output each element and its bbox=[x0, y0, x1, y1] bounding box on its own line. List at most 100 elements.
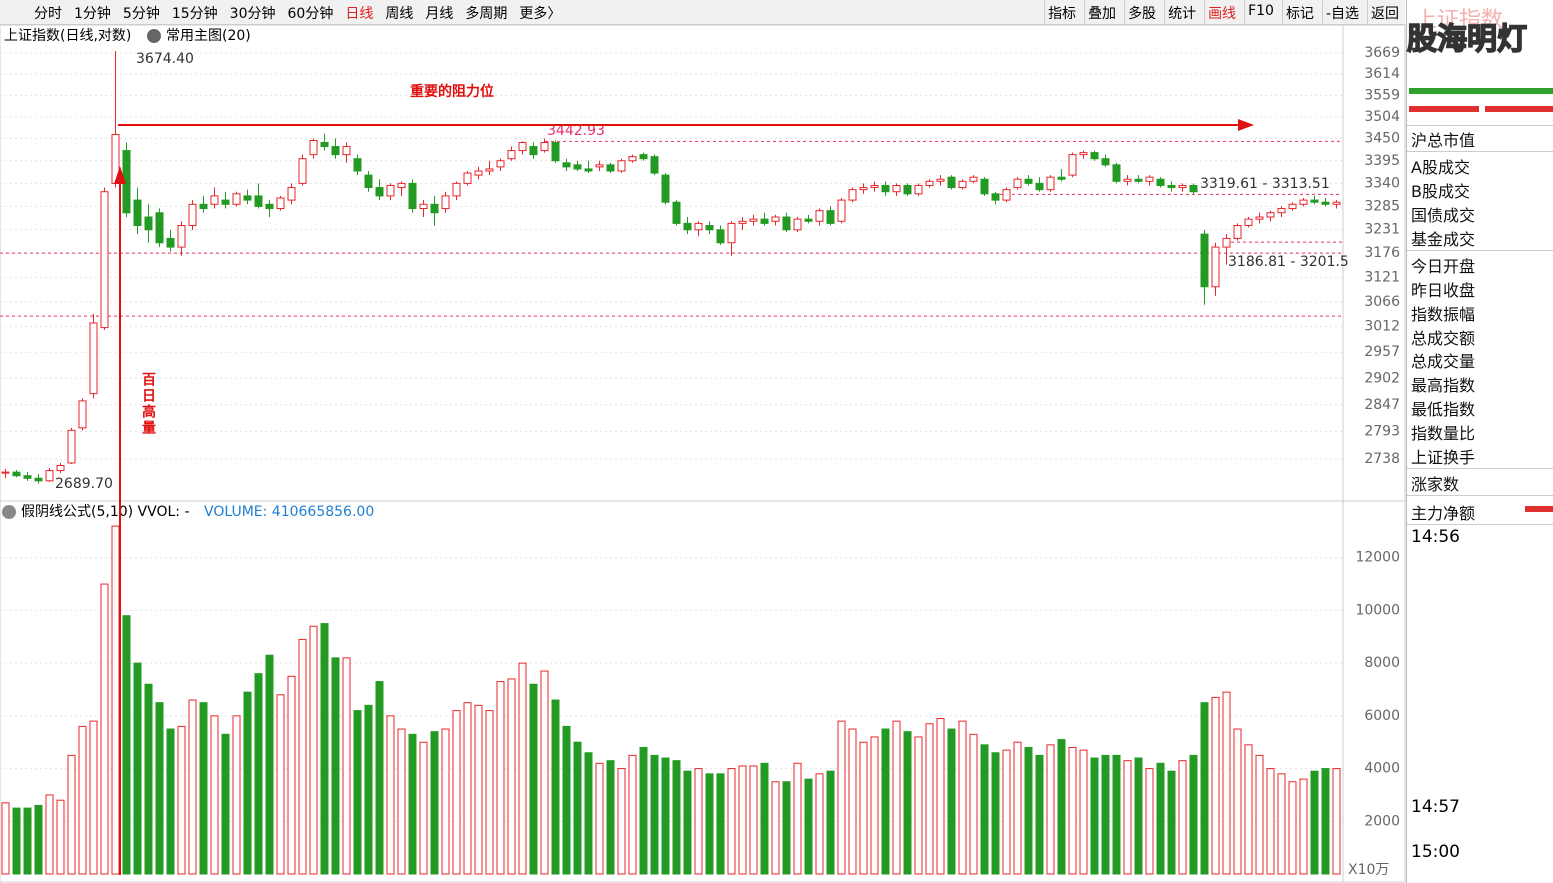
candle-body bbox=[1090, 152, 1099, 160]
volume-bar bbox=[331, 657, 340, 875]
tool-button[interactable]: 统计 bbox=[1168, 6, 1197, 22]
period-tab[interactable]: 月线 bbox=[425, 6, 454, 22]
candle-body bbox=[837, 199, 846, 222]
tool-button[interactable]: 叠加 bbox=[1088, 6, 1117, 22]
volume-bar bbox=[573, 741, 582, 875]
volume-bar bbox=[1112, 754, 1121, 875]
volume-bar bbox=[584, 752, 593, 875]
candle-body bbox=[496, 160, 505, 168]
volume-bar bbox=[111, 525, 120, 875]
candle-body bbox=[56, 464, 65, 472]
volume-bar bbox=[859, 741, 868, 875]
volume-bar bbox=[419, 741, 428, 875]
volume-bar bbox=[771, 781, 780, 875]
tool-button[interactable]: 标记 bbox=[1285, 6, 1314, 22]
candle-body bbox=[1310, 199, 1319, 203]
volume-bar bbox=[705, 773, 714, 875]
candle-body bbox=[265, 203, 274, 210]
volume-bar bbox=[485, 710, 494, 875]
tool-button[interactable]: -自选 bbox=[1325, 6, 1359, 22]
candle-body bbox=[34, 477, 43, 482]
candle-body bbox=[375, 187, 384, 197]
volume-bar bbox=[804, 778, 813, 875]
arrow-head bbox=[114, 166, 126, 184]
tool-button[interactable]: 多股 bbox=[1128, 6, 1157, 22]
candle-body bbox=[694, 222, 703, 231]
volume-bar bbox=[892, 720, 901, 875]
volume-bar bbox=[320, 623, 329, 875]
volume-bar bbox=[441, 728, 450, 875]
candle-body bbox=[320, 141, 329, 148]
period-tab[interactable]: 周线 bbox=[385, 6, 414, 22]
period-tab[interactable]: 1分钟 bbox=[74, 6, 111, 22]
period-tab[interactable]: 15分钟 bbox=[171, 6, 218, 22]
frame bbox=[0, 24, 1406, 883]
candle-body bbox=[1079, 152, 1088, 156]
candle-body bbox=[144, 216, 153, 231]
volume-bar bbox=[1046, 744, 1055, 875]
chart: 上证指数(日线,对数) 常用主图(20) 假阴线公式(5,10) VVOL: -… bbox=[0, 24, 1406, 883]
candle-body bbox=[1200, 233, 1209, 288]
separator bbox=[1407, 468, 1553, 469]
volume-bar bbox=[496, 681, 505, 875]
volume-bar bbox=[144, 683, 153, 875]
period-tab[interactable]: 60分钟 bbox=[287, 6, 334, 22]
period-tab[interactable]: 5分钟 bbox=[122, 6, 160, 22]
candle-body bbox=[914, 184, 923, 195]
tool-button[interactable]: 返回 bbox=[1371, 6, 1399, 22]
candle-body bbox=[386, 184, 395, 197]
y-tick-label: 3285 bbox=[1364, 198, 1400, 214]
annotation: 百日高量 bbox=[140, 372, 156, 436]
volume-bar bbox=[287, 675, 296, 875]
candle-body bbox=[639, 154, 648, 160]
volume-bar bbox=[1277, 773, 1286, 875]
volume-bar bbox=[1310, 770, 1319, 875]
period-tab[interactable]: 更多〉 bbox=[519, 6, 562, 22]
volume-bar bbox=[837, 720, 846, 875]
side-label: 最高指数 bbox=[1411, 376, 1476, 395]
annotation: 3442.93 bbox=[547, 123, 605, 139]
period-tab[interactable]: 30分钟 bbox=[229, 6, 276, 22]
volume-bar bbox=[1123, 760, 1132, 875]
volume-bar bbox=[1200, 702, 1209, 875]
volume-bar bbox=[309, 625, 318, 875]
volume-bar bbox=[232, 715, 241, 875]
volume-bar bbox=[1145, 768, 1154, 875]
volume-subtitle: VOLUME: 410665856.00 bbox=[204, 504, 374, 520]
volume-bar bbox=[254, 673, 263, 875]
tool-button[interactable]: 指标 bbox=[1048, 6, 1077, 22]
candle-body bbox=[342, 146, 351, 156]
volume-bar bbox=[683, 770, 692, 875]
side-label: 上证换手 bbox=[1411, 448, 1476, 467]
volume-bar bbox=[793, 762, 802, 875]
period-tab[interactable]: 分时 bbox=[34, 6, 62, 22]
volume-bar bbox=[353, 710, 362, 875]
annotation: 重要的阻力位 bbox=[410, 83, 494, 100]
volume-bar bbox=[507, 678, 516, 875]
candle-body bbox=[133, 199, 142, 227]
side-label: 国债成交 bbox=[1411, 206, 1476, 225]
candle-body bbox=[1068, 154, 1077, 176]
period-tab[interactable]: 日线 bbox=[345, 6, 374, 22]
volume-bar bbox=[958, 720, 967, 875]
period-tab[interactable]: 多周期 bbox=[465, 6, 508, 22]
separator bbox=[1164, 0, 1166, 24]
volume-bar bbox=[826, 770, 835, 875]
volume-bar bbox=[1233, 728, 1242, 875]
icon bbox=[2, 505, 16, 519]
volume-bar bbox=[562, 725, 571, 875]
volume-bar bbox=[980, 744, 989, 875]
volume-bar bbox=[1299, 778, 1308, 875]
tool-button[interactable]: F10 bbox=[1248, 3, 1274, 19]
candle-body bbox=[441, 195, 450, 210]
candle-body bbox=[221, 199, 230, 205]
tool-button[interactable]: 画线 bbox=[1208, 6, 1237, 22]
candle-body bbox=[738, 220, 747, 224]
candle-body bbox=[1134, 178, 1143, 182]
y-tick-label: 4000 bbox=[1364, 761, 1400, 777]
volume-bar bbox=[474, 704, 483, 875]
volume-bar bbox=[1156, 762, 1165, 875]
candle-body bbox=[177, 225, 186, 248]
volume-bar bbox=[936, 717, 945, 875]
candle-body bbox=[606, 164, 615, 172]
